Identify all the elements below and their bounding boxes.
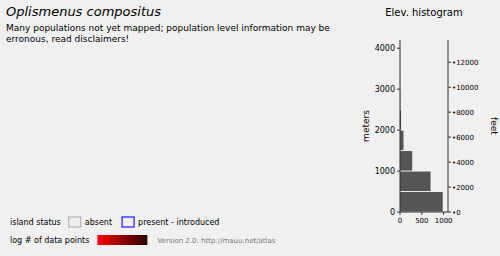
y2-axis-label: feet xyxy=(489,117,499,135)
canvas: Elev. histogram 0 1000 2000 3000 4000 meters •0… xyxy=(0,0,500,256)
histogram-bar xyxy=(400,192,443,211)
y-tick xyxy=(397,48,400,49)
y2-tick-label: •10000 xyxy=(452,84,478,92)
y2-tick-label: •0 xyxy=(452,209,461,217)
x-tick xyxy=(443,212,444,215)
y2-tick xyxy=(448,187,451,188)
y-tick xyxy=(397,130,400,131)
y-tick xyxy=(397,171,400,172)
x-axis-line xyxy=(400,212,448,213)
x-tick-label: 1000 xyxy=(435,217,453,225)
y-axis-label: meters xyxy=(361,110,371,142)
y2-tick-label: •8000 xyxy=(452,109,474,117)
y-tick-label: 3000 xyxy=(375,85,395,94)
y2-tick xyxy=(448,87,451,88)
x-tick xyxy=(421,212,422,215)
bars xyxy=(400,49,443,212)
y2-tick-label: •6000 xyxy=(452,134,474,142)
y-tick-label: 4000 xyxy=(375,44,395,53)
colorbar-label: log # of data points xyxy=(10,236,89,245)
x-tick-label: 500 xyxy=(415,217,428,225)
y-tick-label: 1000 xyxy=(375,167,395,176)
legend-label: island status xyxy=(10,218,61,227)
version-text: Version 2.0: http://mauu.net/atlas xyxy=(157,237,275,245)
y-tick-label: 0 xyxy=(390,208,395,217)
subtitle: Many populations not yet mapped; populat… xyxy=(6,23,356,45)
histogram-bar xyxy=(400,151,412,170)
y-axis-line xyxy=(400,40,401,212)
y2-tick-label: •4000 xyxy=(452,159,474,167)
y2-tick xyxy=(448,112,451,113)
x-tick xyxy=(400,212,401,215)
y-tick-label: 2000 xyxy=(375,126,395,135)
x-tick-label: 0 xyxy=(398,217,402,225)
legend-swatch-absent xyxy=(69,217,81,227)
y2-tick xyxy=(448,137,451,138)
y2-tick xyxy=(448,162,451,163)
colorbar xyxy=(97,235,147,245)
y2-axis-line xyxy=(448,40,449,212)
legend-label: present - introduced xyxy=(138,218,219,227)
legend-label: absent xyxy=(85,218,112,227)
legend-swatch-present xyxy=(122,217,134,227)
histogram-bar xyxy=(400,172,431,191)
histogram-title: Elev. histogram xyxy=(385,7,462,18)
histogram-bar xyxy=(400,131,403,150)
y2-tick-label: •2000 xyxy=(452,184,474,192)
chart: Oplismenus compositus Many populations no… xyxy=(0,0,500,256)
y2-tick-label: •12000 xyxy=(452,59,478,67)
title: Oplismenus compositus xyxy=(6,4,161,19)
y-tick xyxy=(397,89,400,90)
y2-tick xyxy=(448,62,451,63)
y2-tick xyxy=(448,212,451,213)
